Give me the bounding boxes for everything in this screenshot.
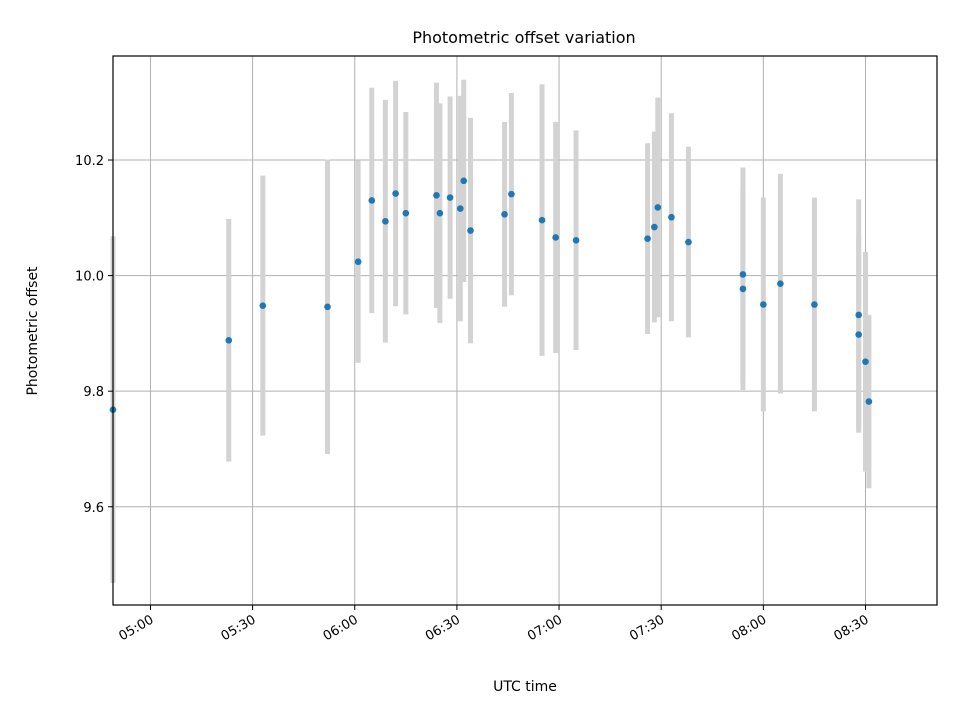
data-point: [538, 216, 546, 224]
y-tick-label: 9.6: [83, 501, 104, 516]
x-tick-label: 05:00: [117, 612, 157, 644]
data-point: [668, 213, 675, 221]
data-point: [572, 237, 580, 244]
data-point: [467, 227, 474, 234]
y-tick-label: 9.8: [83, 385, 104, 400]
data-point: [392, 190, 399, 197]
x-axis-label: UTC time: [493, 679, 557, 695]
data-point: [446, 194, 454, 201]
data-point: [508, 190, 515, 198]
y-tick-label: 10.0: [75, 270, 104, 285]
x-tick-label: 05:30: [219, 612, 259, 644]
y-tick-label: 10.2: [75, 154, 104, 169]
data-point: [552, 234, 559, 241]
tick-layer: 05:00 05:30 06:00 06:30 07:00 07:30 08:00 08:30…: [75, 154, 871, 644]
data-point: [855, 311, 862, 319]
y-axis-label: Photometric offset: [25, 266, 41, 396]
data-point: [501, 211, 508, 218]
chart-title: Photometric offset variation: [412, 28, 635, 47]
data-point: [654, 204, 662, 211]
x-tick-label: 07:30: [627, 612, 667, 644]
data-point: [457, 205, 464, 212]
point-layer: [109, 177, 873, 413]
data-point: [739, 285, 747, 293]
data-point: [865, 398, 873, 405]
data-point: [436, 209, 444, 217]
data-point: [259, 302, 267, 309]
data-point: [685, 238, 692, 246]
data-point: [324, 303, 331, 311]
data-point: [354, 258, 362, 266]
data-point: [382, 217, 389, 225]
data-point: [460, 177, 468, 185]
data-point: [855, 331, 862, 338]
data-point: [225, 337, 233, 344]
x-tick-label: 06:00: [321, 612, 361, 644]
data-point: [862, 358, 869, 366]
data-point: [368, 197, 376, 204]
errorbar-layer: [110, 79, 872, 584]
data-point: [402, 209, 410, 217]
data-point: [651, 223, 658, 231]
data-point: [777, 280, 784, 287]
x-tick-label: 07:00: [525, 612, 565, 644]
data-point: [811, 301, 818, 308]
x-tick-label: 06:30: [423, 612, 463, 644]
data-point: [760, 301, 767, 308]
x-tick-label: 08:30: [832, 612, 872, 644]
data-point: [644, 235, 651, 242]
data-point: [739, 271, 747, 278]
data-point: [433, 191, 440, 199]
x-tick-label: 08:00: [729, 612, 769, 644]
plot-frame: [112, 55, 938, 606]
grid-layer: [113, 56, 937, 605]
